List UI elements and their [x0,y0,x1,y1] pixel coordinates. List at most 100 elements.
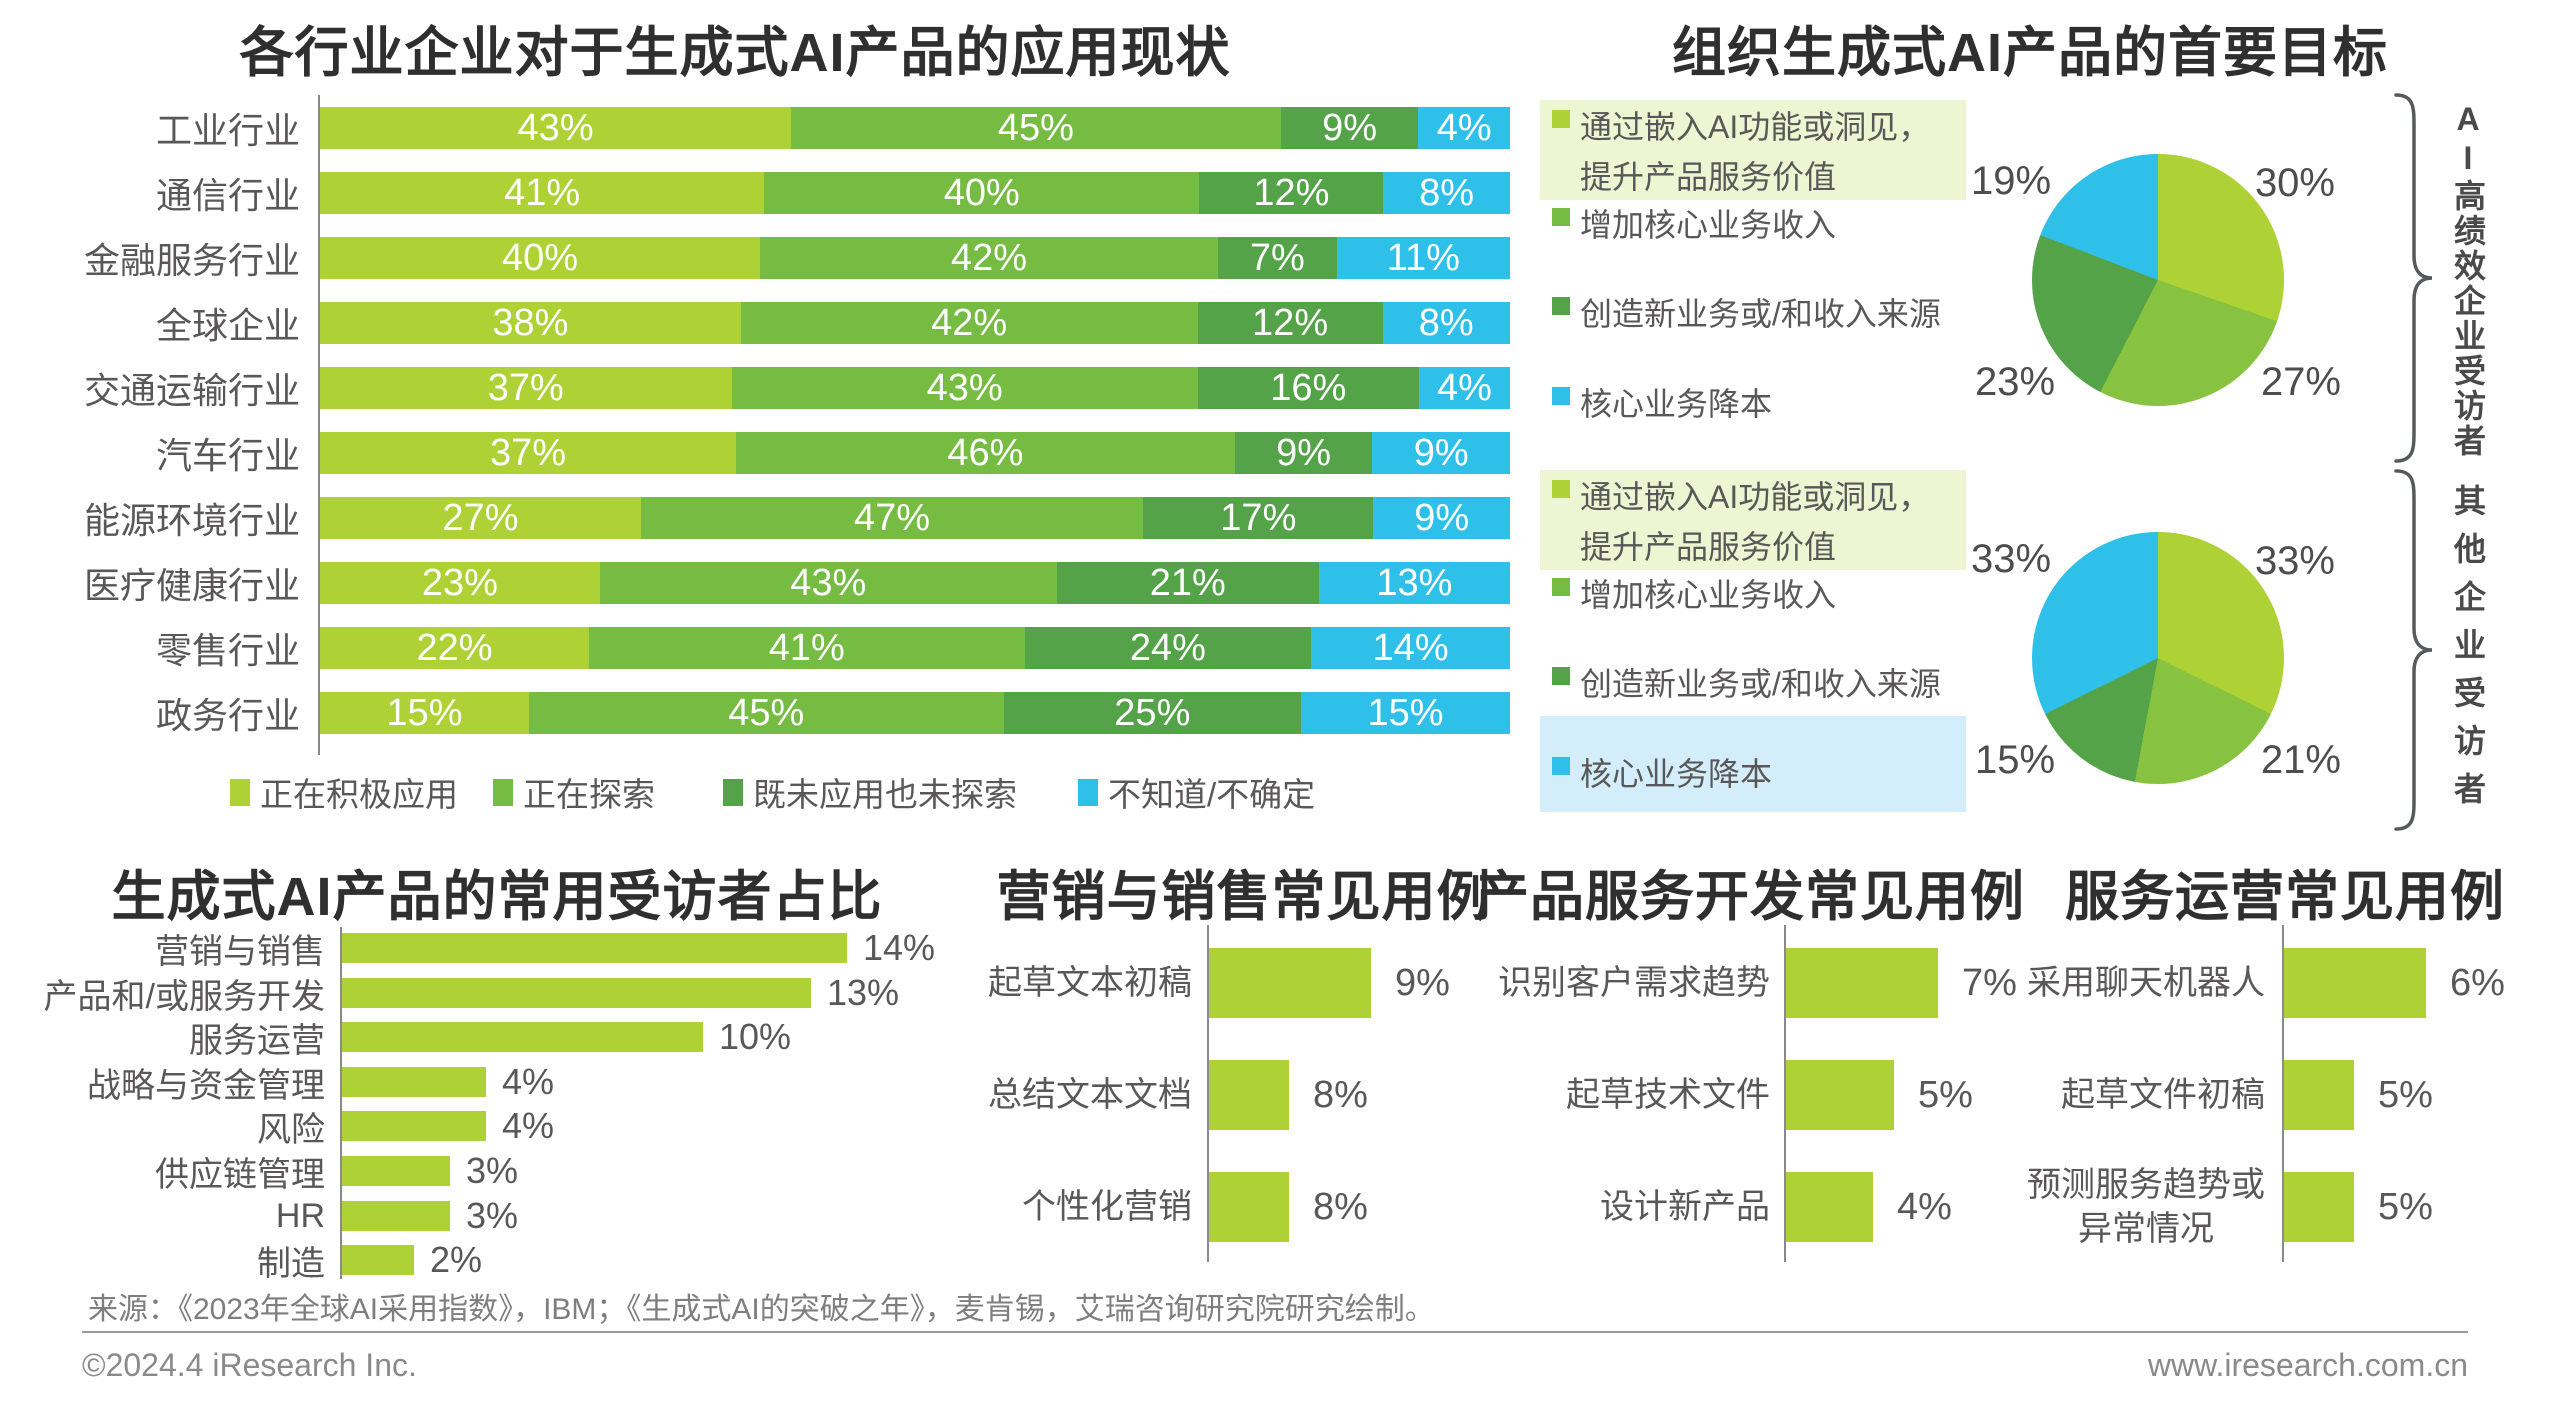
respondent-share-chart: 营销与销售 14% 产品和/或服务开发 13% 服务运营 10% 战略与资金管理 4% 风险 4%… [20,927,960,1283]
bar-segment-正在积极应用: 22% [320,627,589,669]
pie-slice-label: 27% [2260,360,2341,404]
goal-legend-label-line: 增加核心业务收入 [1580,577,1837,613]
industry-y-axis [318,95,320,755]
product-chart-title: 产品服务开发常见用例 [1475,867,2025,927]
industry-category-label: 医疗健康行业 [83,565,300,606]
use-case-bar [1786,1172,1873,1242]
pie-slice-label: 15% [1975,738,2056,782]
industry-row: 23% 43% 21% 13% [320,562,1510,604]
legend-label: 不知道/不确定 [1108,776,1316,813]
use-case-bar-value: 5% [2378,1073,2433,1116]
industry-row: 40% 42% 7% 11% [320,237,1510,279]
respondent-bar [342,1201,450,1231]
industry-category-label: 通信行业 [155,175,300,216]
industry-category-label: 政务行业 [155,695,300,736]
product-use-cases-chart: 识别客户需求趋势 7% 起草技术文件 5% 设计新产品 4% [1490,925,2035,1270]
goal-legend-item: 通过嵌入AI功能或洞见， 提升产品服务价值 [1540,102,1930,202]
respondent-category-label: 风险 [257,1110,325,1149]
bar-segment-不知道/不确定: 8% [1383,172,1510,214]
use-case-label-text: 总结文本文档 [988,1073,1192,1117]
bar-segment-正在积极应用: 43% [320,107,792,149]
bar-segment-正在积极应用: 37% [320,432,737,474]
goal-legend-item: 创造新业务或/和收入来源 [1540,659,1941,709]
use-case-bar [2284,1060,2354,1130]
use-case-label-line: 个性化营销 [1022,1188,1192,1226]
goal-legend-label: 创造新业务或/和收入来源 [1580,289,1941,339]
respondent-bar-value: 4% [502,1105,555,1146]
bar-segment-既未应用也未探索: 12% [1197,302,1383,344]
goal-legend-item: 创造新业务或/和收入来源 [1540,289,1941,339]
legend-swatch [1552,667,1570,685]
respondent-bar-value: 2% [430,1239,483,1280]
bar-segment-不知道/不确定: 13% [1318,562,1510,604]
bar-segment-既未应用也未探索: 12% [1199,172,1384,214]
respondent-bar [342,1111,486,1141]
marketing-chart-title: 营销与销售常见用例 [996,867,1492,927]
legend-swatch [493,778,513,806]
industry-category-label: 金融服务行业 [83,240,300,281]
goal-legend-label-line: 增加核心业务收入 [1580,207,1837,243]
bar-segment-既未应用也未探索: 25% [1003,692,1302,734]
respondent-bar-value: 4% [502,1061,555,1102]
legend-label: 正在探索 [523,776,655,813]
bracket-others [2394,469,2433,831]
goal-legend-label-line: 核心业务降本 [1580,386,1773,422]
legend-item: 既未应用也未探索 [723,776,1017,813]
bar-segment-既未应用也未探索: 21% [1056,562,1319,604]
goal-legend-label: 创造新业务或/和收入来源 [1580,659,1941,709]
bar-segment-正在积极应用: 38% [320,302,741,344]
pie-chart [2032,532,2284,784]
respondent-category-label: 服务运营 [189,1021,325,1060]
use-case-label-line: 采用聊天机器人 [2027,964,2265,1002]
pie-high-performers: 30% 27% 23% 19% [1945,145,2345,415]
legend-swatch [723,778,743,806]
legend-label: 既未应用也未探索 [753,776,1017,813]
goal-legend-label: 增加核心业务收入 [1580,570,1836,620]
legend-swatch [1552,387,1570,405]
legend-swatch [1552,110,1570,128]
use-case-y-axis [1784,925,1786,1262]
legend-item: 不知道/不确定 [1078,776,1315,813]
industry-category-label: 工业行业 [155,110,300,151]
industry-adoption-chart: 工业行业 43% 45% 9% 4% 通信行业 41% 40% 12% 8% 金融服务行业 40% 42… [20,95,1520,835]
legend-swatch [1552,297,1570,315]
use-case-bar-value: 5% [2378,1185,2433,1228]
respondent-bar-value: 13% [827,972,900,1013]
bar-segment-正在积极应用: 41% [320,172,765,214]
use-case-bar-value: 8% [1313,1073,1368,1116]
goal-legend-label-line: 通过嵌入AI功能或洞见， [1580,479,1931,515]
use-case-label: 起草文件初稿 [2005,1060,2265,1130]
respondent-bar [342,1245,414,1275]
bar-segment-既未应用也未探索: 17% [1143,497,1374,539]
bar-segment-正在积极应用: 15% [320,692,529,734]
respondent-category-label: 制造 [257,1244,325,1283]
bar-segment-正在积极应用: 27% [320,497,641,539]
use-case-bar-value: 4% [1897,1185,1952,1228]
use-case-bar-value: 6% [2450,961,2505,1004]
use-case-label-line: 预测服务趋势或 [2027,1166,2265,1204]
goal-legend-item: 通过嵌入AI功能或洞见， 提升产品服务价值 [1540,472,1930,572]
use-case-label-text: 个性化营销 [1022,1185,1192,1229]
goal-legend-item: 增加核心业务收入 [1540,200,1836,250]
bar-segment-不知道/不确定: 4% [1418,107,1511,149]
bar-segment-既未应用也未探索: 24% [1024,627,1312,669]
respondent-bar-value: 14% [863,927,936,968]
goal-legend-label-line: 通过嵌入AI功能或洞见， [1580,109,1931,145]
goal-legend-item: 核心业务降本 [1540,379,1772,429]
respondent-bar-value: 3% [466,1195,519,1236]
use-case-bar [1209,948,1371,1018]
goal-legend-label: 通过嵌入AI功能或洞见， 提升产品服务价值 [1580,472,1930,572]
source-note: 来源：《2023年全球AI采用指数》，IBM；《生成式AI的突破之年》，麦肯锡，… [88,1293,1435,1326]
pie-slice-label: 33% [2254,539,2335,583]
use-case-label-text: 设计新产品 [1600,1185,1770,1229]
industry-category-label: 能源环境行业 [83,500,300,541]
goal-legend-label-line: 提升产品服务价值 [1580,159,1837,195]
goal-legend-label: 增加核心业务收入 [1580,200,1836,250]
industry-category-label: 零售行业 [155,630,300,671]
use-case-label: 起草文本初稿 [955,948,1192,1018]
pie-slice-label: 23% [1975,360,2056,404]
goal-legend-label: 核心业务降本 [1580,379,1772,429]
pie-others: 33% 21% 15% 33% [1945,523,2345,793]
goal-legend-label-line: 创造新业务或/和收入来源 [1580,296,1941,332]
use-case-label-line: 起草文本初稿 [988,964,1192,1002]
